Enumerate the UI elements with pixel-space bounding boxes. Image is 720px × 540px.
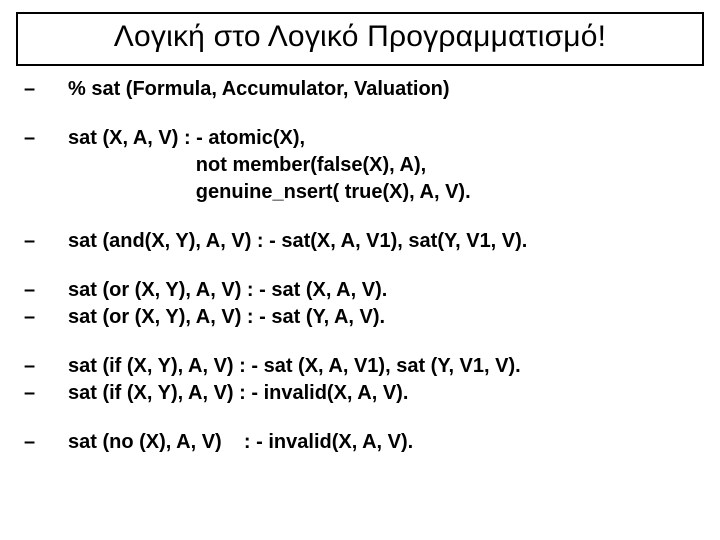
title-box: Λογική στο Λογικό Προγραμματισμό! — [16, 12, 704, 66]
bullet-dash: – — [24, 277, 68, 304]
list-item: – sat (or (X, Y), A, V) : - sat (Y, A, V… — [16, 304, 704, 331]
bullet-dash: – — [24, 429, 68, 456]
bullet-dash: – — [24, 353, 68, 380]
list-item: – sat (X, A, V) : - atomic(X), not membe… — [16, 125, 704, 206]
item-text: sat (no (X), A, V) : - invalid(X, A, V). — [68, 429, 413, 456]
bullet-dash: – — [24, 228, 68, 255]
bullet-dash: – — [24, 76, 68, 103]
list-item: – sat (no (X), A, V) : - invalid(X, A, V… — [16, 429, 704, 456]
item-text: sat (or (X, Y), A, V) : - sat (Y, A, V). — [68, 304, 385, 331]
item-text: sat (X, A, V) : - atomic(X), not member(… — [68, 125, 471, 206]
bullet-dash: – — [24, 125, 68, 152]
item-text: sat (if (X, Y), A, V) : - sat (X, A, V1)… — [68, 353, 521, 380]
list-item: – % sat (Formula, Accumulator, Valuation… — [16, 76, 704, 103]
code-list: – % sat (Formula, Accumulator, Valuation… — [16, 76, 704, 456]
bullet-dash: – — [24, 304, 68, 331]
list-item: – sat (or (X, Y), A, V) : - sat (X, A, V… — [16, 277, 704, 304]
list-item: – sat (and(X, Y), A, V) : - sat(X, A, V1… — [16, 228, 704, 255]
item-text: sat (and(X, Y), A, V) : - sat(X, A, V1),… — [68, 228, 527, 255]
item-text: sat (if (X, Y), A, V) : - invalid(X, A, … — [68, 380, 408, 407]
list-item: – sat (if (X, Y), A, V) : - invalid(X, A… — [16, 380, 704, 407]
list-item: – sat (if (X, Y), A, V) : - sat (X, A, V… — [16, 353, 704, 380]
item-text: % sat (Formula, Accumulator, Valuation) — [68, 76, 450, 103]
item-text: sat (or (X, Y), A, V) : - sat (X, A, V). — [68, 277, 387, 304]
page-title: Λογική στο Λογικό Προγραμματισμό! — [32, 20, 688, 54]
bullet-dash: – — [24, 380, 68, 407]
